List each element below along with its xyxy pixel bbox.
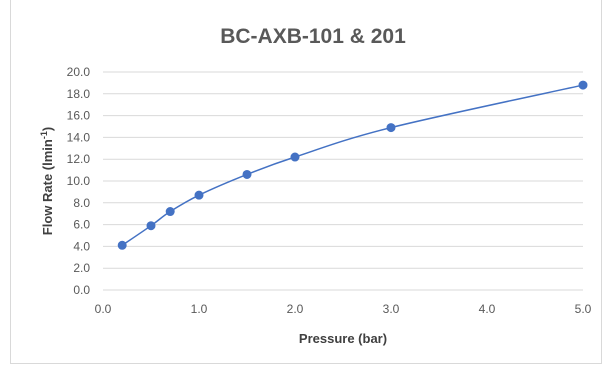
chart-title: BC-AXB-101 & 201: [220, 25, 406, 48]
data-point-0: [117, 240, 127, 250]
x-axis-title: Pressure (bar): [299, 331, 387, 346]
data-point-2: [165, 207, 175, 217]
chart-area: [10, 0, 602, 364]
y-tick-label: 14.0: [67, 130, 91, 144]
data-point-7: [578, 80, 588, 90]
y-axis-title-main: Flow Rate (lmin: [40, 139, 55, 235]
y-tick-label: 12.0: [67, 152, 91, 166]
y-axis-title: Flow Rate (lmin-1): [39, 127, 55, 235]
y-tick-label: 8.0: [73, 196, 90, 210]
data-point-1: [146, 221, 156, 231]
y-axis-ticks: 0.0 2.0 4.0 6.0 8.0 10.0 12.0 14.0 16.0 18.0 20.0: [67, 65, 91, 297]
x-axis-ticks: 0.0 1.0 2.0 3.0 4.0 5.0: [95, 302, 592, 316]
series-line: [121, 84, 584, 246]
data-point-5: [290, 152, 300, 162]
x-tick-label: 4.0: [479, 302, 496, 316]
x-tick-label: 2.0: [287, 302, 304, 316]
data-point-3: [194, 190, 204, 200]
y-tick-label: 18.0: [67, 87, 91, 101]
y-axis-title-superscript: -1: [39, 131, 49, 139]
gridlines: [103, 71, 583, 291]
y-tick-label: 20.0: [67, 65, 91, 79]
series-layer: [117, 80, 588, 250]
y-tick-label: 2.0: [73, 261, 90, 275]
x-tick-label: 5.0: [575, 302, 592, 316]
y-tick-label: 4.0: [73, 239, 90, 253]
y-tick-label: 0.0: [73, 283, 90, 297]
y-axis-title-close: ): [40, 127, 55, 131]
y-tick-label: 6.0: [73, 218, 90, 232]
x-tick-label: 3.0: [383, 302, 400, 316]
x-tick-label: 0.0: [95, 302, 112, 316]
x-tick-label: 1.0: [191, 302, 208, 316]
data-point-4: [242, 169, 252, 179]
y-tick-label: 10.0: [67, 174, 91, 188]
data-point-6: [386, 123, 396, 133]
y-tick-label: 16.0: [67, 109, 91, 123]
